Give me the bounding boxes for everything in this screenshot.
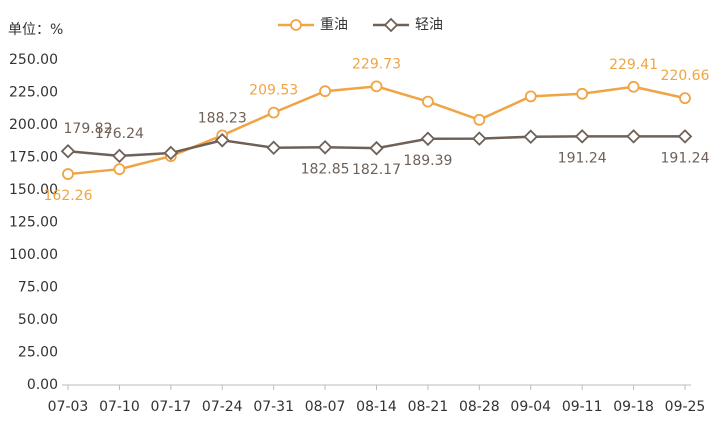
point: [113, 163, 126, 176]
point: [472, 131, 487, 146]
x-tick-label: 08-07: [305, 399, 346, 415]
y-tick-label: 250.00: [9, 52, 58, 68]
point: [626, 129, 641, 144]
y-tick-label: 150.00: [9, 182, 58, 198]
point: [679, 92, 691, 105]
x-tick-label: 09-04: [510, 399, 551, 415]
x-tick-label: 09-11: [562, 399, 603, 415]
point: [163, 145, 179, 161]
y-axis-label: 单位：%: [8, 22, 63, 38]
x-tick-label: 08-14: [356, 399, 397, 415]
point: [576, 87, 589, 100]
point: [112, 148, 127, 164]
data-label: 182.17: [352, 162, 401, 178]
point: [524, 90, 537, 103]
point: [574, 129, 590, 144]
point: [420, 131, 436, 147]
point: [523, 129, 539, 144]
point: [383, 17, 399, 33]
x-tick-label: 07-31: [253, 399, 294, 415]
y-tick-label: 125.00: [9, 215, 58, 231]
x-tick-label: 09-18: [613, 399, 654, 415]
x-tick-label: 09-25: [665, 399, 706, 415]
point: [473, 113, 486, 126]
y-tick-label: 200.00: [9, 117, 58, 133]
data-label: 191.24: [661, 150, 710, 166]
data-label: 182.85: [301, 161, 350, 177]
point: [422, 95, 434, 108]
y-tick-label: 25.00: [18, 345, 58, 361]
data-label: 229.73: [352, 56, 401, 72]
data-label: 209.53: [249, 83, 298, 99]
point: [214, 133, 230, 148]
point: [317, 140, 333, 155]
x-tick-label: 08-21: [408, 399, 449, 415]
data-label: 220.66: [661, 68, 710, 84]
x-tick-label: 08-28: [459, 399, 500, 415]
y-tick-label: 225.00: [9, 85, 58, 101]
point: [290, 19, 302, 31]
data-label: 176.24: [95, 126, 144, 142]
x-tick-label: 07-03: [48, 399, 89, 415]
y-tick-label: 0.00: [27, 377, 58, 393]
point: [266, 140, 281, 156]
point: [319, 85, 331, 98]
data-label: 162.26: [44, 188, 93, 204]
x-tick-label: 07-10: [99, 399, 140, 415]
point: [60, 143, 76, 159]
data-label: 179.82: [64, 121, 113, 137]
y-tick-label: 75.00: [18, 280, 58, 296]
y-tick-label: 50.00: [18, 312, 58, 328]
point: [627, 80, 640, 93]
x-tick-label: 07-24: [202, 399, 243, 415]
y-tick-label: 175.00: [9, 150, 58, 166]
data-label: 188.23: [198, 110, 247, 126]
point: [370, 80, 383, 93]
point: [267, 106, 280, 119]
point: [62, 168, 74, 180]
legend-label: 重油: [320, 17, 348, 33]
x-tick-label: 07-17: [150, 399, 191, 415]
data-label: 229.41: [609, 57, 658, 73]
y-tick-label: 100.00: [9, 247, 58, 263]
data-label: 189.39: [403, 153, 452, 169]
point: [677, 129, 693, 144]
point: [369, 140, 384, 156]
data-label: 191.24: [558, 150, 607, 166]
legend-label: 轻油: [415, 17, 443, 33]
